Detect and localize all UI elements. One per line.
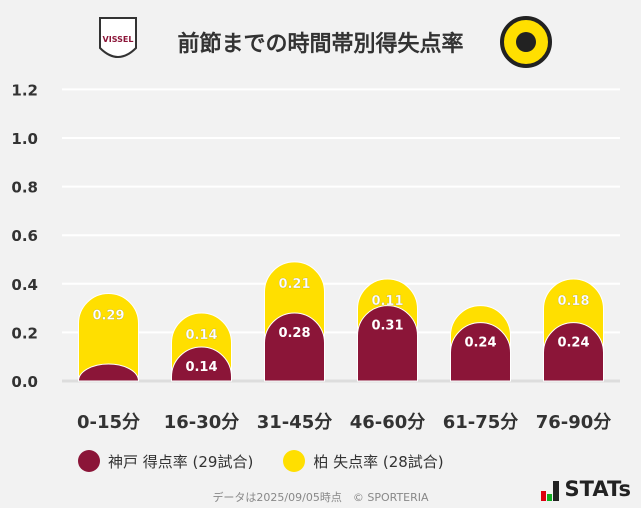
data-label-kashiwa: 0.29 bbox=[92, 309, 124, 324]
brand-text: STATs bbox=[564, 477, 631, 501]
bar-kobe bbox=[264, 312, 325, 382]
stats-bars-icon bbox=[540, 481, 559, 501]
vissel-shield-icon bbox=[99, 17, 137, 58]
bar-kobe bbox=[357, 305, 418, 382]
stats-logo: STATs bbox=[540, 477, 631, 501]
legend-label-kobe: 神戸 得点率 (29試合) bbox=[108, 452, 254, 471]
legend-label-kashiwa: 柏 失点率 (28試合) bbox=[313, 452, 444, 471]
x-tick-label: 76-90分 bbox=[536, 412, 612, 433]
y-tick-label: 0.2 bbox=[11, 324, 38, 342]
legend: 神戸 得点率 (29試合) 柏 失点率 (28試合) bbox=[78, 450, 444, 472]
data-label-kashiwa: 0.18 bbox=[557, 294, 589, 309]
y-tick-label: 1.0 bbox=[11, 130, 38, 148]
x-tick-label: 0-15分 bbox=[77, 412, 140, 433]
y-tick-label: 0.0 bbox=[11, 373, 38, 391]
y-tick-label: 0.4 bbox=[11, 276, 38, 294]
data-label-kobe: 0.28 bbox=[278, 326, 310, 341]
chart-title: 前節までの時間帯別得失点率 bbox=[177, 32, 464, 57]
bar-kobe bbox=[77, 363, 140, 382]
footer-note: データは2025/09/05時点 © SPORTERIA bbox=[212, 491, 429, 504]
legend-swatch-kobe bbox=[78, 450, 100, 472]
data-label-kobe: 0.31 bbox=[371, 319, 403, 334]
x-tick-label: 16-30分 bbox=[164, 412, 240, 433]
x-tick-label: 31-45分 bbox=[257, 412, 333, 433]
data-label-kashiwa: 0.21 bbox=[278, 277, 310, 292]
bar-kobe bbox=[171, 346, 232, 382]
reysol-emblem-center bbox=[516, 32, 536, 52]
y-tick-label: 0.8 bbox=[11, 179, 38, 197]
bar-kobe bbox=[543, 322, 604, 382]
legend-item-kashiwa: 柏 失点率 (28試合) bbox=[283, 450, 444, 472]
data-label-kashiwa: 0.11 bbox=[371, 294, 403, 309]
data-label-kobe: 0.24 bbox=[464, 336, 496, 351]
legend-item-kobe: 神戸 得点率 (29試合) bbox=[78, 450, 253, 472]
y-tick-label: 0.6 bbox=[11, 227, 38, 245]
x-tick-label: 46-60分 bbox=[350, 412, 426, 433]
bar-kashiwa bbox=[78, 293, 139, 382]
vissel-logo-text: VISSEL bbox=[103, 35, 134, 44]
data-label-kobe: 0.14 bbox=[185, 360, 217, 375]
x-tick-label: 61-75分 bbox=[443, 412, 519, 433]
data-label-kobe: 0.24 bbox=[557, 336, 589, 351]
y-tick-label: 1.2 bbox=[11, 81, 38, 99]
legend-swatch-kashiwa bbox=[283, 450, 306, 472]
data-label-kashiwa: 0.14 bbox=[185, 328, 217, 343]
bar-kobe bbox=[450, 322, 511, 382]
